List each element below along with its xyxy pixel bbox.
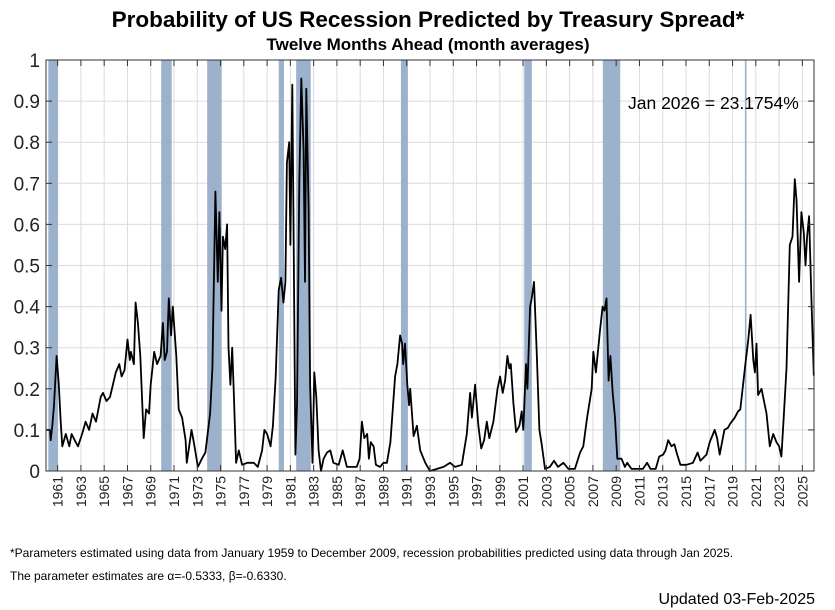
x-tick-label: 2023 bbox=[771, 476, 787, 507]
x-tick-label: 1999 bbox=[492, 476, 508, 507]
x-tick-label: 1977 bbox=[236, 476, 252, 507]
x-tick-label: 2003 bbox=[538, 476, 554, 507]
recession-band bbox=[161, 60, 172, 471]
x-tick-label: 1995 bbox=[445, 476, 461, 507]
chart-title: Probability of US Recession Predicted by… bbox=[112, 7, 745, 32]
y-tick-label: 0.3 bbox=[14, 339, 40, 360]
probability-line bbox=[46, 77, 815, 472]
x-tick-label: 1961 bbox=[50, 476, 66, 507]
x-tick-label: 1973 bbox=[189, 476, 205, 507]
annotation-latest-value: Jan 2026 = 23.1754% bbox=[628, 93, 799, 113]
footnote-line-2: The parameter estimates are α=-0.5333, β… bbox=[10, 569, 287, 583]
y-tick-label: 0.7 bbox=[14, 174, 40, 195]
x-tick-label: 1985 bbox=[329, 476, 345, 507]
x-axis-labels: 1961 1963 1965 1967 1969 1971 1973 1975 1977 1979… bbox=[50, 476, 811, 507]
x-tick-label: 1979 bbox=[259, 476, 275, 507]
x-tick-label: 1975 bbox=[213, 476, 229, 507]
x-tick-label: 1987 bbox=[352, 476, 368, 507]
y-tick-label: 0 bbox=[29, 462, 40, 483]
x-tick-label: 1969 bbox=[143, 476, 159, 507]
x-tick-label: 2001 bbox=[515, 476, 531, 507]
y-tick-label: 0.4 bbox=[14, 298, 41, 319]
series-layer bbox=[46, 77, 815, 472]
x-tick-label: 2009 bbox=[608, 476, 624, 507]
y-tick-label: 0.6 bbox=[14, 215, 40, 236]
y-tick-label: 0.8 bbox=[14, 133, 40, 154]
x-tick-label: 1983 bbox=[306, 476, 322, 507]
recession-band bbox=[400, 60, 408, 471]
x-tick-label: 2017 bbox=[701, 476, 717, 507]
y-tick-label: 0.9 bbox=[14, 92, 40, 113]
updated-date: Updated 03-Feb-2025 bbox=[658, 591, 815, 608]
x-tick-label: 2015 bbox=[678, 476, 694, 507]
footnote-line-1: *Parameters estimated using data from Ja… bbox=[10, 546, 733, 560]
x-tick-label: 2007 bbox=[585, 476, 601, 507]
x-tick-label: 2019 bbox=[725, 476, 741, 507]
x-tick-label: 2021 bbox=[748, 476, 764, 507]
y-tick-label: 0.1 bbox=[14, 421, 40, 442]
x-tick-label: 2013 bbox=[655, 476, 671, 507]
y-axis-labels: 0 0.1 0.2 0.3 0.4 0.5 0.6 0.7 0.8 0.9 1 bbox=[14, 51, 41, 483]
x-tick-label: 1989 bbox=[375, 476, 391, 507]
recession-band bbox=[744, 60, 747, 471]
x-tick-label: 1981 bbox=[282, 476, 298, 507]
recession-band bbox=[602, 60, 621, 471]
x-tick-label: 2025 bbox=[794, 476, 810, 507]
x-tick-label: 2011 bbox=[631, 476, 647, 506]
chart-subtitle: Twelve Months Ahead (month averages) bbox=[266, 35, 589, 54]
x-tick-label: 1997 bbox=[469, 476, 485, 507]
recession-band bbox=[48, 60, 58, 471]
x-tick-label: 1967 bbox=[119, 476, 135, 507]
y-tick-label: 1 bbox=[29, 51, 40, 72]
x-tick-label: 1971 bbox=[166, 476, 182, 507]
ticks bbox=[46, 59, 814, 472]
x-tick-label: 2005 bbox=[562, 476, 578, 507]
y-tick-label: 0.2 bbox=[14, 380, 40, 401]
y-tick-label: 0.5 bbox=[14, 257, 40, 278]
x-tick-label: 1963 bbox=[73, 476, 89, 507]
recession-band bbox=[278, 60, 284, 471]
x-tick-label: 1965 bbox=[96, 476, 112, 507]
recession-band bbox=[524, 60, 532, 471]
x-tick-label: 1993 bbox=[422, 476, 438, 507]
x-tick-label: 1991 bbox=[399, 476, 415, 507]
